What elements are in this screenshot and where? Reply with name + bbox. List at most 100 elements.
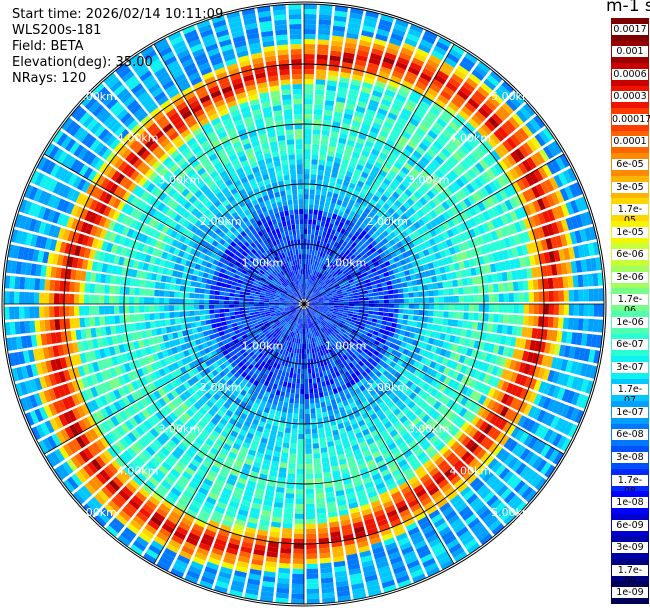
range-gate (420, 356, 428, 365)
range-gate (308, 290, 311, 296)
range-gate (347, 291, 353, 295)
range-gate (311, 270, 315, 276)
range-gate (405, 325, 412, 332)
range-gate (292, 373, 297, 379)
range-gate (349, 83, 361, 91)
range-gate (381, 61, 394, 70)
range-gate (501, 102, 514, 115)
range-gate (406, 197, 415, 206)
range-gate (452, 279, 458, 287)
range-gate (321, 275, 326, 281)
range-gate (527, 279, 534, 291)
range-gate (538, 148, 550, 162)
range-gate (323, 301, 329, 303)
range-gate (371, 318, 378, 323)
range-gate (484, 184, 494, 195)
range-gate (504, 336, 512, 346)
range-gate (325, 196, 332, 203)
range-gate (295, 383, 300, 389)
range-gate (446, 399, 455, 409)
range-gate (316, 502, 326, 509)
range-gate (437, 233, 445, 242)
range-gate (385, 227, 393, 234)
range-gate (307, 289, 310, 295)
range-gate (493, 416, 504, 428)
range-gate (426, 190, 436, 199)
range-gate (446, 219, 455, 228)
range-gate (498, 143, 509, 156)
range-gate (517, 232, 526, 244)
range-gate (446, 52, 460, 64)
range-gate (537, 278, 544, 290)
range-gate (433, 296, 439, 303)
range-gate (311, 229, 316, 235)
range-gate (317, 272, 322, 278)
range-gate (304, 343, 307, 349)
range-gate (306, 528, 317, 534)
range-gate (465, 329, 472, 338)
range-gate (515, 109, 528, 123)
range-gate (356, 262, 363, 269)
range-gate (376, 174, 385, 182)
range-gate (423, 304, 429, 310)
range-gate (332, 323, 338, 328)
range-gate (321, 457, 330, 463)
range-gate (329, 55, 341, 62)
range-gate (397, 313, 404, 319)
range-gate (326, 280, 331, 285)
range-gate (300, 383, 304, 389)
range-gate (316, 179, 323, 186)
range-gate (358, 309, 364, 313)
range-gate (516, 245, 524, 257)
range-gate (584, 211, 594, 225)
range-gate (343, 324, 349, 329)
range-gate (467, 153, 478, 164)
range-gate (527, 405, 537, 418)
range-gate (308, 368, 312, 374)
range-gate (348, 296, 354, 299)
range-gate (319, 251, 324, 258)
range-gate (418, 251, 425, 259)
range-gate (334, 247, 339, 254)
range-gate (467, 118, 480, 130)
range-gate (393, 344, 400, 351)
range-gate (323, 297, 329, 300)
range-gate (320, 289, 325, 293)
range-gate (321, 134, 330, 141)
range-gate (333, 253, 339, 260)
range-gate (319, 442, 327, 449)
range-gate (431, 159, 441, 169)
range-gate (319, 557, 332, 564)
range-gate (448, 101, 460, 113)
range-gate (391, 349, 398, 356)
range-gate (308, 209, 314, 215)
range-gate (442, 281, 449, 289)
range-gate (540, 444, 551, 457)
range-gate (378, 299, 384, 304)
range-gate (378, 295, 384, 300)
range-gate (327, 293, 333, 297)
range-gate (309, 388, 314, 394)
range-gate (306, 598, 320, 604)
range-gate (374, 237, 382, 244)
range-gate (326, 249, 331, 255)
range-gate (351, 241, 357, 248)
range-gate (552, 433, 563, 447)
range-gate (494, 146, 505, 159)
range-gate (304, 114, 313, 120)
range-gate (332, 313, 338, 317)
range-gate (518, 219, 527, 231)
range-gate (513, 360, 522, 372)
range-gate (277, 577, 290, 584)
range-gate (369, 52, 383, 61)
range-gate (360, 171, 369, 179)
range-gate (354, 323, 361, 328)
range-gate (479, 245, 488, 255)
range-gate (301, 328, 303, 334)
range-gate (338, 257, 344, 263)
range-gate (329, 256, 334, 262)
range-gate (392, 244, 399, 251)
range-gate (304, 388, 309, 394)
range-gate (304, 79, 314, 85)
range-gate (375, 33, 389, 42)
